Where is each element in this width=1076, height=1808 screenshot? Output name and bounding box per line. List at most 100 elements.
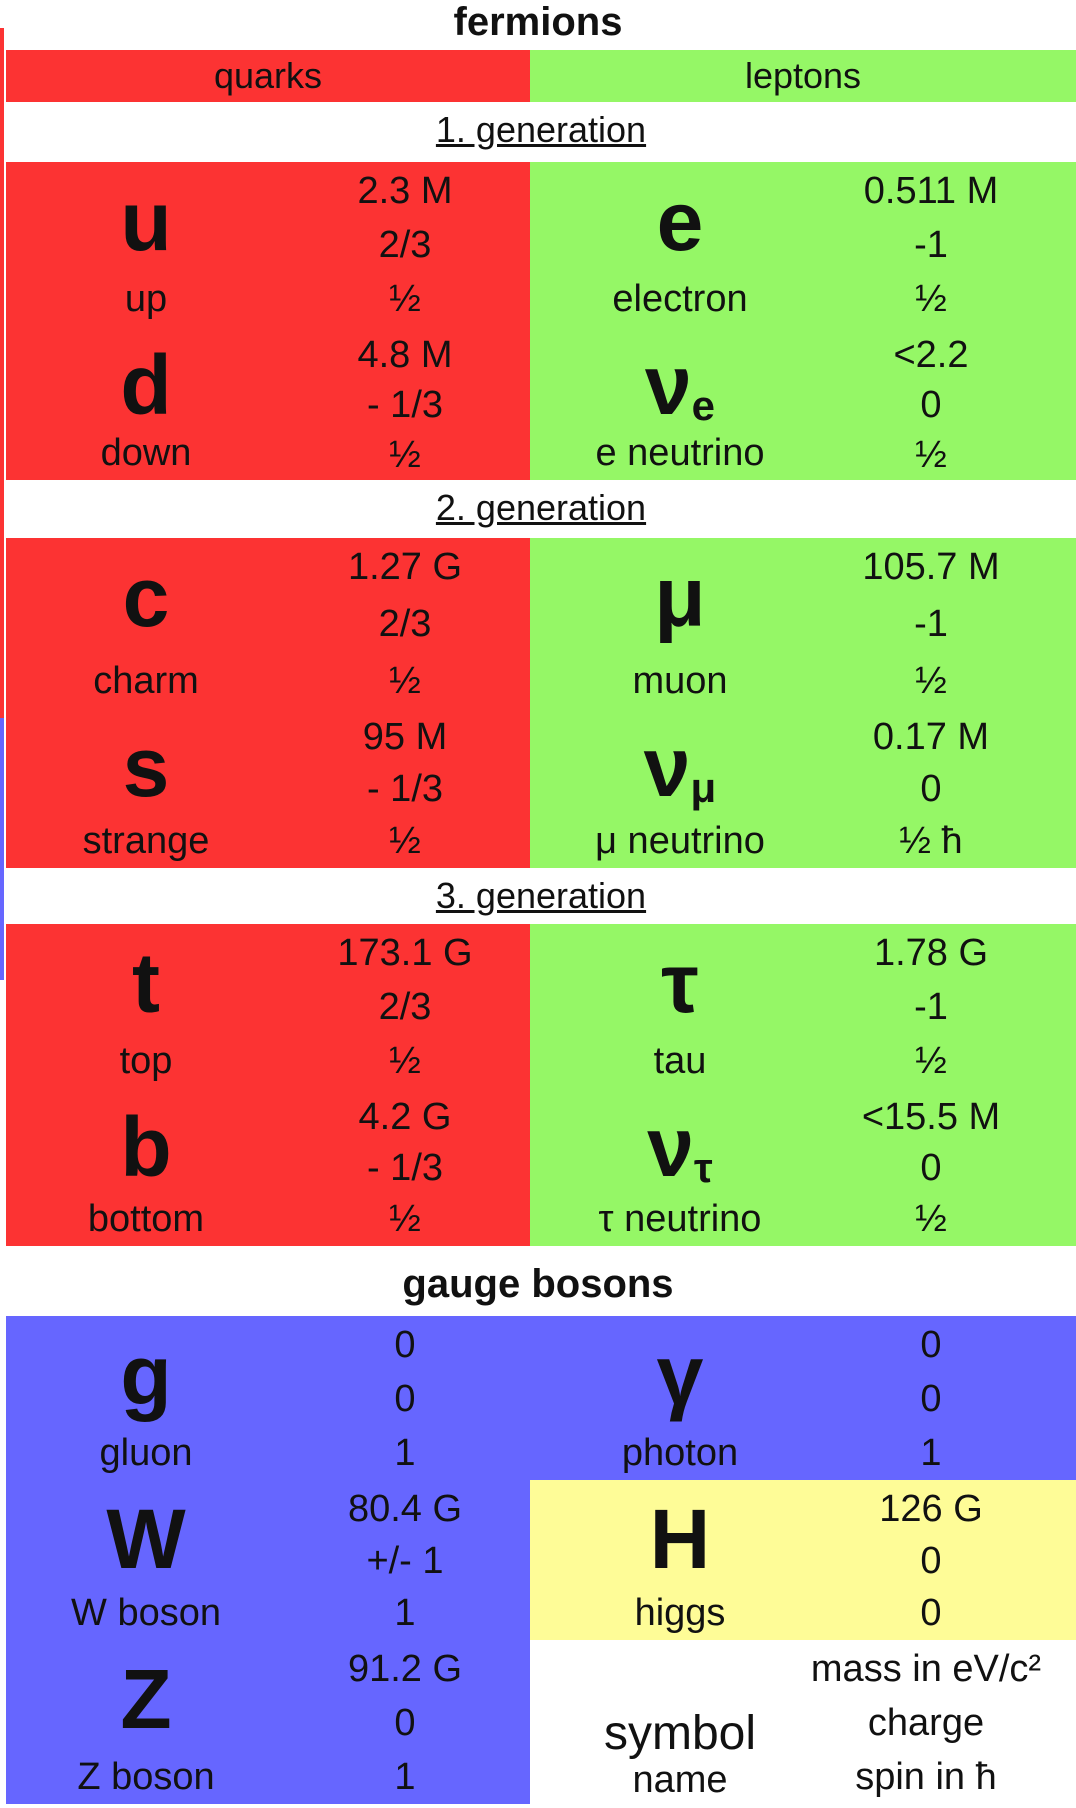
particle-mu-neutrino: νμ μ neutrino 0.17 M 0 ½ ħ (530, 708, 1076, 868)
quarks-header: quarks (6, 50, 530, 102)
particle-up: u up 2.3 M 2/3 ½ (6, 162, 530, 326)
particle-symbol: e (656, 174, 704, 268)
particle-charge: 0 (920, 1540, 942, 1582)
particle-spin: ½ (915, 278, 947, 320)
particle-mass: 173.1 G (337, 932, 473, 974)
particle-mass: 0 (920, 1324, 942, 1366)
particle-name: charm (93, 660, 199, 702)
particle-down: d down 4.8 M - 1/3 ½ (6, 326, 530, 480)
particle-name: Z boson (77, 1756, 215, 1798)
particle-spin: ½ (389, 660, 421, 702)
particle-mass: 0.17 M (872, 716, 990, 758)
particle-mass: 4.8 M (357, 334, 453, 376)
particle-charge: 0 (920, 384, 942, 426)
particle-charge: +/- 1 (366, 1540, 444, 1582)
particle-charge: - 1/3 (366, 1147, 444, 1189)
particle-charge: -1 (914, 986, 948, 1028)
legend-symbol: symbol (603, 1707, 757, 1760)
particle-symbol: u (120, 174, 172, 268)
particle-charge: -1 (914, 224, 948, 266)
particle-symbol: t (132, 936, 160, 1030)
particle-symbol: s (122, 720, 170, 814)
particle-charge: - 1/3 (366, 384, 444, 426)
particle-spin: ½ (915, 1198, 947, 1240)
particle-w-boson: W W boson 80.4 G +/- 1 1 (6, 1480, 530, 1640)
particle-symbol: H (649, 1492, 711, 1586)
particle-charge: -1 (914, 603, 948, 645)
particle-higgs: H higgs 126 G 0 0 (530, 1480, 1076, 1640)
particle-photon: γ photon 0 0 1 (530, 1316, 1076, 1480)
particle-charge: 2/3 (378, 986, 432, 1028)
particle-gluon: g gluon 0 0 1 (6, 1316, 530, 1480)
legend-name: name (632, 1759, 728, 1801)
particle-name: strange (82, 820, 210, 862)
particle-charge: - 1/3 (366, 768, 444, 810)
particle-symbol: b (120, 1100, 172, 1194)
gauge-bosons-heading: gauge bosons (402, 1262, 674, 1306)
particle-spin: ½ (915, 660, 947, 702)
particle-symbol: g (120, 1328, 172, 1422)
particle-name: up (124, 278, 168, 320)
particle-mass: 126 G (879, 1488, 983, 1530)
particle-spin: 1 (394, 1432, 416, 1474)
particle-symbol: c (122, 550, 170, 644)
particle-spin: ½ (389, 820, 421, 862)
particle-charge: 0 (920, 1147, 942, 1189)
particle-name: down (100, 432, 192, 474)
particle-name: muon (632, 660, 728, 702)
legend-mass: mass in eV/c² (810, 1648, 1042, 1690)
particle-e-neutrino: νe e neutrino <2.2 0 ½ (530, 326, 1076, 480)
particle-strange: s strange 95 M - 1/3 ½ (6, 708, 530, 868)
particle-symbol: γ (656, 1328, 704, 1422)
particle-mass: 91.2 G (347, 1648, 463, 1690)
particle-mass: <15.5 M (861, 1096, 1001, 1138)
particle-top: t top 173.1 G 2/3 ½ (6, 924, 530, 1088)
particle-spin: ½ (915, 1040, 947, 1082)
particle-spin: 1 (394, 1592, 416, 1634)
particle-charge: 2/3 (378, 224, 432, 266)
particle-charm: c charm 1.27 G 2/3 ½ (6, 538, 530, 708)
particle-symbol: d (120, 338, 172, 432)
particle-spin: ½ (915, 434, 947, 476)
left-edge-blue (0, 718, 4, 980)
particle-spin: 1 (920, 1432, 942, 1474)
particle-name: top (119, 1040, 173, 1082)
particle-charge: 0 (394, 1702, 416, 1744)
particle-name: photon (621, 1432, 739, 1474)
particle-mass: <2.2 (893, 334, 969, 376)
generation-2-label: 2. generation (6, 482, 1076, 538)
particle-tau-neutrino: ντ τ neutrino <15.5 M 0 ½ (530, 1088, 1076, 1246)
particle-tau: τ tau 1.78 G -1 ½ (530, 924, 1076, 1088)
particle-charge: 0 (394, 1378, 416, 1420)
particle-spin: ½ (389, 1198, 421, 1240)
particle-spin: 0 (920, 1592, 942, 1634)
particle-name: W boson (71, 1592, 221, 1634)
particle-electron: e electron 0.511 M -1 ½ (530, 162, 1076, 326)
fermions-heading: fermions (453, 0, 623, 44)
particle-bottom: b bottom 4.2 G - 1/3 ½ (6, 1088, 530, 1246)
legend-cell: symbol name mass in eV/c² charge spin in… (530, 1640, 1076, 1804)
particle-name: e neutrino (595, 432, 765, 474)
particle-symbol: μ (654, 550, 706, 644)
particle-name: electron (612, 278, 748, 320)
particle-mass: 105.7 M (862, 546, 1000, 588)
particle-mass: 0.511 M (863, 170, 999, 212)
particle-muon: μ muon 105.7 M -1 ½ (530, 538, 1076, 708)
particle-symbol: Z (120, 1652, 172, 1746)
particle-mass: 95 M (362, 716, 448, 758)
particle-symbol: τ (661, 936, 699, 1030)
particle-name: tau (653, 1040, 707, 1082)
particle-charge: 2/3 (378, 603, 432, 645)
particle-symbol: νμ (643, 720, 717, 814)
particle-symbol: νe (644, 338, 716, 432)
particle-symbol: W (106, 1492, 186, 1586)
particle-z-boson: Z Z boson 91.2 G 0 1 (6, 1640, 530, 1804)
particle-spin: ½ (389, 434, 421, 476)
legend-charge: charge (867, 1702, 985, 1744)
particle-symbol: ντ (647, 1100, 713, 1194)
particle-spin: ½ (389, 1040, 421, 1082)
generation-3-label: 3. generation (6, 870, 1076, 924)
particle-charge: 0 (920, 768, 942, 810)
left-edge-red (0, 28, 4, 718)
legend-spin: spin in ħ (855, 1756, 997, 1798)
